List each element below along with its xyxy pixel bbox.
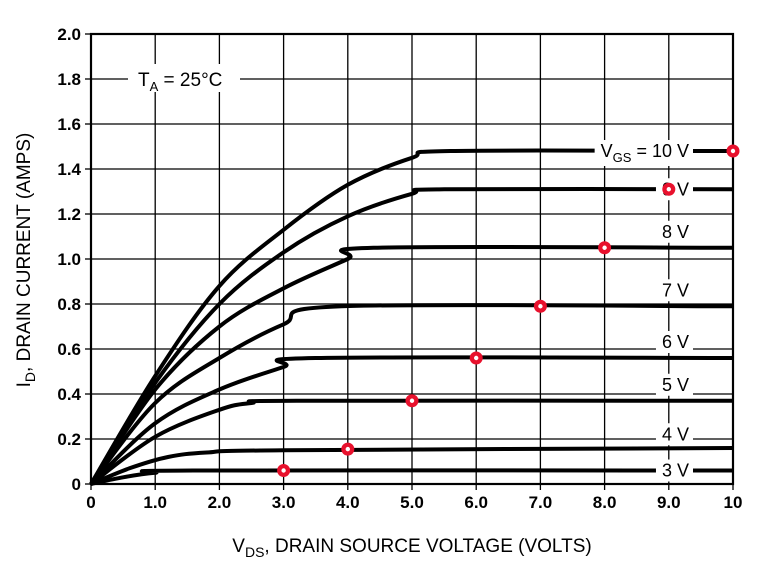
- curve-label-bg: [655, 423, 693, 446]
- y-tick-label: 0.2: [57, 430, 81, 449]
- curves: [89, 148, 734, 486]
- tick-labels: 0 1.0 2.0 3.0 4.0 5.0 6.0 7.0 8.0 9.0 10 0 0.2 0.4 0.6…: [57, 25, 742, 512]
- y-tick-label: 0.6: [57, 340, 81, 359]
- x-tick-label: 8.0: [593, 493, 617, 512]
- x-tick-label: 3.0: [272, 493, 296, 512]
- x-tick-label: 2.0: [208, 493, 232, 512]
- data-marker-center: [345, 446, 350, 452]
- curve-label: VGS = 10 V: [601, 141, 689, 165]
- curve-label: 6 V: [662, 332, 689, 352]
- x-axis-label: VDS, DRAIN SOURCE VOLTAGE (VOLTS): [232, 536, 591, 560]
- curve-3-v: [90, 468, 734, 486]
- x-tick-label: 1.0: [143, 493, 167, 512]
- curve-vgs-10-v: [89, 148, 734, 486]
- x-tick-label: 7.0: [529, 493, 553, 512]
- curve-label: 7 V: [662, 280, 689, 300]
- curve-label-bg: [655, 220, 693, 243]
- y-tick-label: 1.4: [57, 160, 81, 179]
- x-tick-label: 6.0: [464, 493, 488, 512]
- data-marker-center: [730, 148, 736, 154]
- grid: [85, 32, 735, 490]
- curve-label: 8 V: [662, 222, 689, 242]
- curve-8-v: [89, 244, 734, 486]
- y-tick-label: 1.8: [57, 70, 81, 89]
- y-tick-label: 1.2: [57, 205, 81, 224]
- y-tick-label: 0: [72, 475, 81, 494]
- curve-5-v: [89, 398, 734, 486]
- curve-9-v: [89, 186, 734, 486]
- x-tick-label: 0: [86, 493, 95, 512]
- y-tick-label: 1.0: [57, 250, 81, 269]
- y-axis-label: ID, DRAIN CURRENT (AMPS): [14, 133, 38, 388]
- data-marker-center: [602, 245, 607, 250]
- annotation: TA = 25°C: [138, 70, 222, 94]
- annotation-bg: [128, 64, 240, 92]
- data-marker-center: [538, 304, 543, 309]
- curve-label: 5 V: [662, 375, 689, 395]
- x-tick-label: 9.0: [657, 493, 681, 512]
- y-tick-label: 2.0: [57, 25, 81, 44]
- curve-label-bg: [655, 331, 693, 353]
- x-tick-label: 4.0: [336, 493, 360, 512]
- curve-label-bg: [594, 140, 693, 166]
- curve-label: 3 V: [662, 461, 689, 481]
- markers: [277, 144, 740, 477]
- curve-7-v: [89, 302, 734, 486]
- y-tick-label: 1.6: [57, 115, 81, 134]
- curve-4-v: [90, 446, 734, 486]
- curve-label-bg: [655, 279, 693, 302]
- x-tick-label: 5.0: [400, 493, 424, 512]
- curve-label: 4 V: [662, 424, 689, 444]
- curve-label-bg: [655, 373, 693, 396]
- data-marker-center: [409, 398, 415, 403]
- data-marker-center: [666, 187, 671, 192]
- y-tick-label: 0.4: [57, 385, 81, 404]
- data-marker-center: [474, 355, 479, 361]
- curve-labels: VGS = 10 V9 V8 V7 V6 V5 V4 V3 V: [594, 140, 693, 482]
- y-tick-label: 0.8: [57, 295, 81, 314]
- curve-6-v: [89, 355, 734, 486]
- data-marker-center: [281, 468, 286, 473]
- curve-label-bg: [655, 459, 693, 482]
- x-tick-label: 10: [724, 493, 743, 512]
